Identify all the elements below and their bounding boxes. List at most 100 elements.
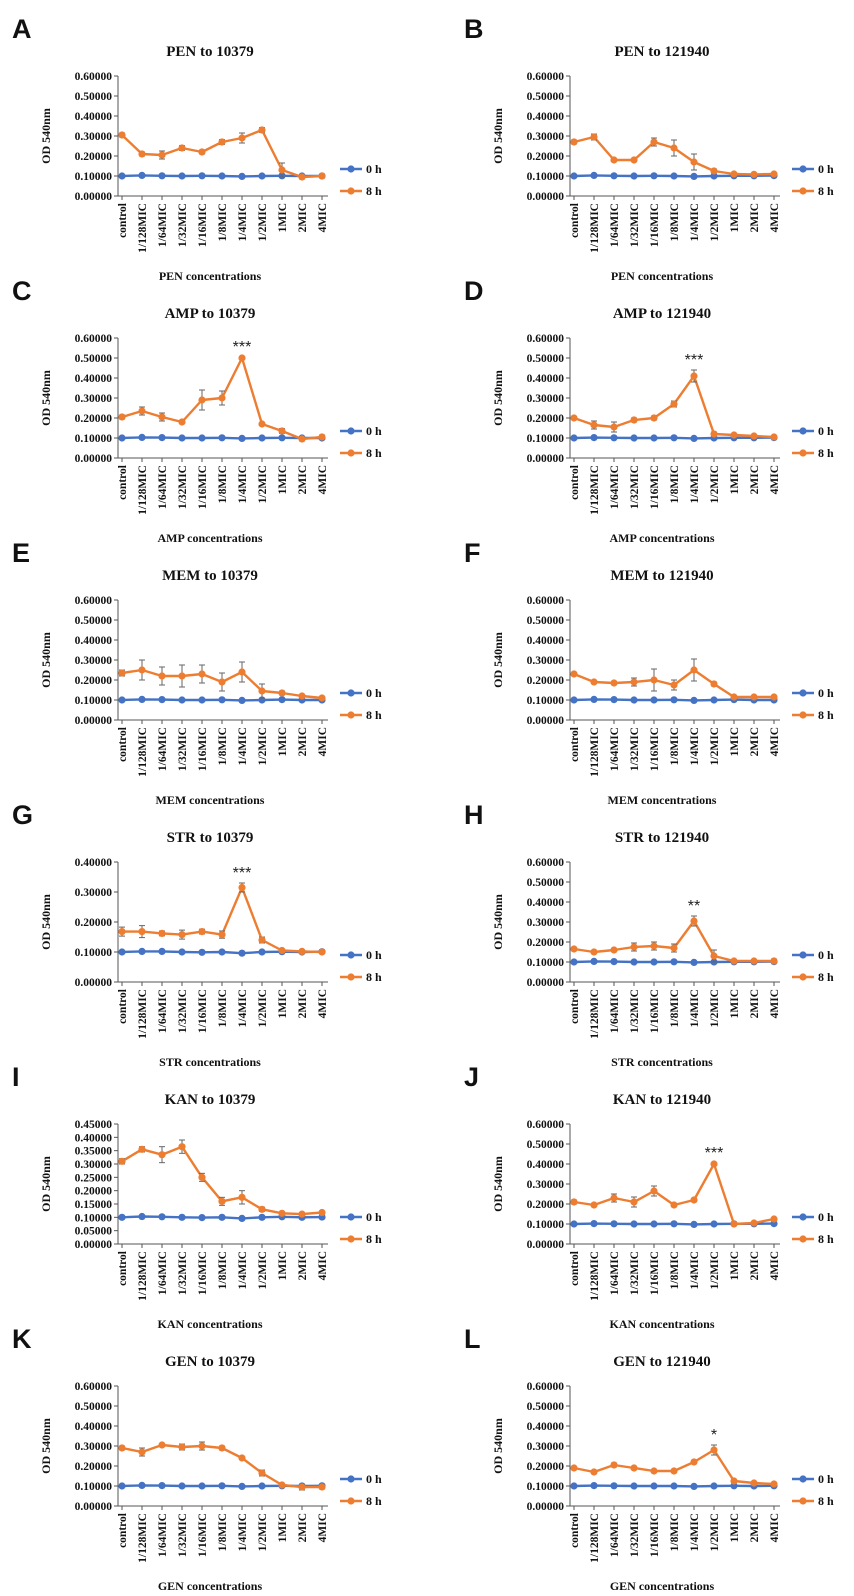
data-point: [138, 666, 146, 674]
data-point: [670, 1201, 678, 1209]
y-tick-label: 0.10000: [527, 957, 565, 969]
data-point: [218, 696, 226, 704]
chart-title: AMP to 121940: [613, 306, 711, 322]
x-tick-label: 1/2MIC: [709, 989, 721, 1027]
data-point: [238, 883, 246, 892]
x-tick-label: 1/32MIC: [177, 1513, 189, 1557]
data-point: [218, 678, 226, 686]
series-8h: [118, 1441, 326, 1491]
data-point: [630, 416, 638, 424]
x-tick-label: 1/8MIC: [217, 465, 229, 503]
y-tick-label: 0.40000: [527, 635, 565, 647]
data-point: [590, 948, 598, 956]
chart-panel-e: E MEM to 10379 0.00000 0.10000 0.20000 0.3000…: [12, 538, 382, 807]
data-point: [650, 414, 658, 422]
y-tick-label: 0.20000: [75, 1461, 113, 1473]
series-8h: [570, 658, 778, 701]
data-point: [730, 957, 738, 965]
data-point: [138, 1448, 146, 1456]
data-point: [138, 1145, 146, 1153]
data-point: [218, 931, 226, 939]
data-point: [670, 172, 678, 180]
y-tick-label: 0.20000: [75, 917, 113, 929]
data-point: [670, 681, 678, 689]
y-tick-label: 0.20000: [527, 151, 565, 163]
x-tick-label: 1/128MIC: [137, 1513, 149, 1563]
legend-label: 0 h: [366, 1210, 382, 1224]
panel-letter: K: [12, 1324, 32, 1354]
y-axis-label: OD 540nm: [39, 370, 53, 426]
panel-letter: F: [464, 538, 481, 568]
data-point: [178, 172, 186, 180]
x-tick-label: control: [117, 465, 129, 500]
series-0h: [118, 1212, 326, 1222]
y-tick-label: 0.30000: [527, 1179, 565, 1191]
legend-marker: [347, 449, 355, 457]
x-tick-label: 1/32MIC: [177, 465, 189, 509]
panel-letter: H: [464, 800, 484, 830]
data-point: [630, 434, 638, 442]
x-tick-label: 4MIC: [769, 989, 781, 1018]
data-point: [238, 134, 246, 142]
data-point: [218, 1197, 226, 1205]
x-tick-label: 1/16MIC: [649, 727, 661, 771]
data-point: [158, 413, 166, 421]
y-tick-label: 0.00000: [527, 453, 565, 465]
y-tick-label: 0.60000: [527, 595, 565, 607]
data-point: [690, 172, 698, 180]
data-point: [218, 138, 226, 146]
x-tick-label: 1/4MIC: [237, 465, 249, 503]
x-tick-label: 1/128MIC: [589, 465, 601, 515]
chart-panel-c: C AMP to 10379 0.00000 0.10000 0.20000 0.3000…: [12, 276, 382, 545]
data-point: [298, 1210, 306, 1218]
x-tick-label: 1/8MIC: [217, 1513, 229, 1551]
x-tick-label: 2MIC: [297, 203, 309, 232]
data-point: [590, 171, 598, 179]
panel-letter: I: [12, 1062, 20, 1092]
x-tick-label: 1/64MIC: [157, 1251, 169, 1295]
y-tick-label: 0.40000: [75, 1132, 113, 1144]
x-tick-label: 1/16MIC: [197, 1251, 209, 1295]
data-point: [730, 693, 738, 701]
y-tick-label: 0.40000: [75, 857, 113, 869]
x-tick-label: 1/2MIC: [257, 1251, 269, 1289]
x-axis-label: AMP concentrations: [610, 531, 715, 545]
legend-marker: [799, 187, 807, 195]
series-8h: [570, 1444, 778, 1488]
data-point: [750, 432, 758, 440]
x-tick-label: 1/32MIC: [629, 727, 641, 771]
x-tick-label: control: [117, 1513, 129, 1548]
x-axis-label: PEN concentrations: [159, 269, 262, 283]
data-point: [570, 172, 578, 180]
series-8h: [118, 659, 326, 702]
y-tick-label: 0.40000: [527, 897, 565, 909]
y-tick-label: 0.40000: [75, 373, 113, 385]
data-point: [138, 947, 146, 955]
x-tick-label: 1/8MIC: [217, 1251, 229, 1289]
x-tick-label: 2MIC: [297, 1251, 309, 1280]
data-point: [710, 1446, 718, 1454]
legend-marker: [799, 1213, 807, 1221]
data-point: [118, 434, 126, 442]
x-tick-label: 1/8MIC: [669, 989, 681, 1027]
chart-panel-b: B PEN to 121940 0.00000 0.10000 0.20000 0.300…: [464, 14, 834, 283]
x-tick-label: 1/8MIC: [217, 989, 229, 1027]
y-axis-label: OD 540nm: [491, 370, 505, 426]
x-tick-label: 1/4MIC: [237, 989, 249, 1027]
data-point: [178, 948, 186, 956]
legend-label: 0 h: [366, 686, 382, 700]
data-point: [650, 1187, 658, 1195]
data-point: [650, 942, 658, 950]
x-tick-label: 1/128MIC: [589, 727, 601, 777]
x-axis-label: STR concentrations: [611, 1055, 713, 1069]
y-tick-label: 0.50000: [75, 91, 113, 103]
data-point: [218, 948, 226, 956]
x-tick-label: 4MIC: [317, 1513, 329, 1542]
panel-letter: J: [464, 1062, 479, 1092]
data-point: [278, 166, 286, 174]
x-tick-label: control: [117, 989, 129, 1024]
y-tick-label: 0.10000: [75, 1481, 113, 1493]
data-point: [690, 434, 698, 442]
data-point: [650, 1467, 658, 1475]
panel-letter: B: [464, 14, 484, 44]
